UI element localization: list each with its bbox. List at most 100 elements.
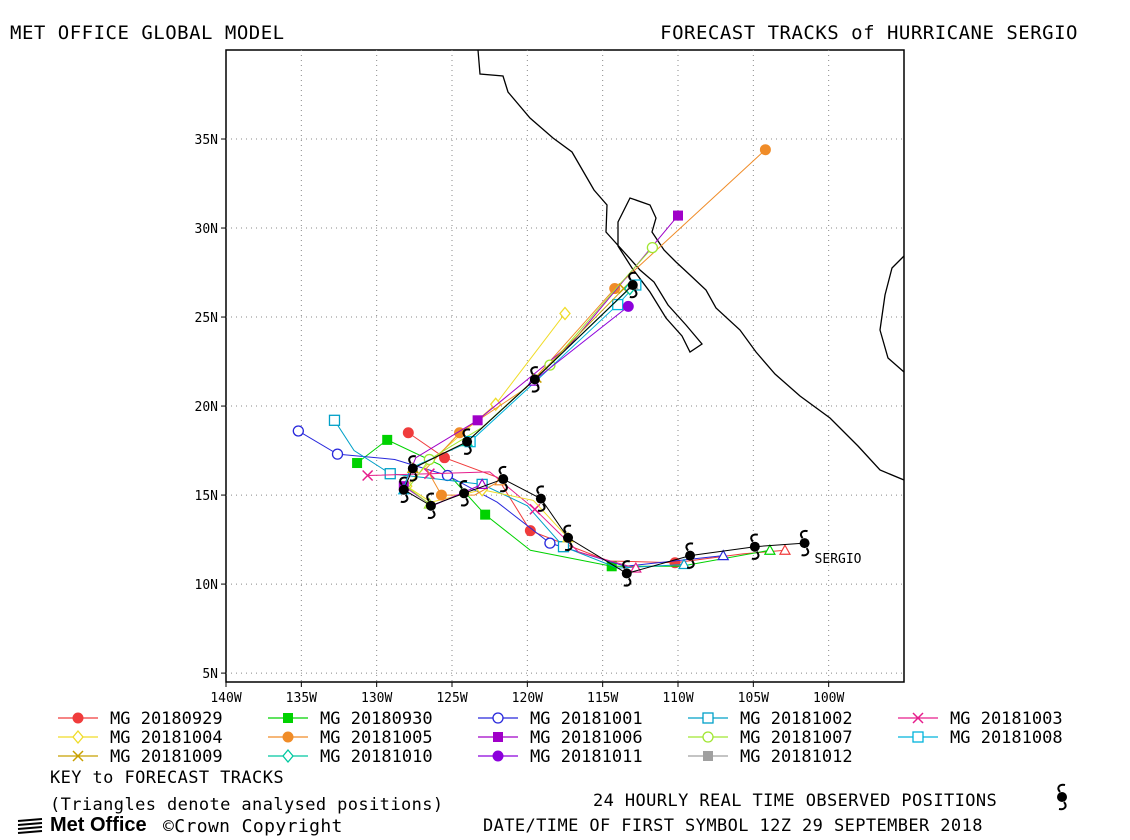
storm-label: SERGIO <box>815 552 862 567</box>
analysed-position-marker <box>717 549 730 561</box>
x-tick-label: 135W <box>286 691 317 706</box>
legend-marker <box>493 732 503 742</box>
hurricane-symbol-arm <box>459 480 468 489</box>
forecast-track <box>292 425 730 567</box>
hurricane-symbol-arm <box>564 542 573 551</box>
hurricane-symbol-core <box>398 484 409 495</box>
analysed-position-marker <box>778 544 791 555</box>
legend-entry: MG 20181010 <box>268 747 433 767</box>
hurricane-symbol-core <box>498 474 509 485</box>
observed-position-hurricane-icon <box>563 524 574 551</box>
copyright-text: ©Crown Copyright <box>163 816 343 837</box>
hurricane-symbol-arm <box>537 503 546 512</box>
forecast-point-marker <box>646 241 659 254</box>
hurricane-symbol-arm <box>685 542 694 552</box>
observed-position-hurricane-icon <box>535 485 546 512</box>
observed-position-hurricane-icon <box>425 492 436 519</box>
observed-position-hurricane-icon <box>398 476 409 503</box>
forecast-point-marker <box>292 425 304 437</box>
legend-entry: MG 20180929 <box>58 709 223 729</box>
observed-position-hurricane-icon <box>459 480 470 507</box>
legend-label: MG 20181005 <box>320 728 433 748</box>
hurricane-symbol-arm <box>400 494 409 503</box>
legend-entry: MG 20181003 <box>898 709 1063 729</box>
key-title: KEY to FORECAST TRACKS <box>50 768 284 788</box>
legend-marker <box>492 750 504 762</box>
observed-position-hurricane-icon <box>407 455 418 482</box>
met-office-logo: Met Office <box>16 814 147 837</box>
forecast-point-marker <box>435 489 447 501</box>
forecast-point-marker <box>382 434 393 445</box>
forecast-point-marker <box>524 525 536 537</box>
met-office-logo-icon <box>17 817 43 834</box>
forecast-point-marker <box>441 469 454 482</box>
map-frame <box>225 49 905 683</box>
x-tick-label: 140W <box>210 691 241 706</box>
hurricane-symbol-arm <box>426 492 435 502</box>
legend-marker <box>492 712 504 724</box>
hurricane-symbol-core <box>425 500 436 511</box>
legend-label: MG 20181003 <box>950 709 1063 729</box>
hurricane-symbol-core <box>1057 792 1067 802</box>
forecast-point-marker <box>673 210 683 221</box>
forecast-track-line <box>425 149 766 496</box>
hurricane-symbol-arm <box>462 428 471 438</box>
hurricane-symbol-core <box>407 463 418 474</box>
hurricane-symbol-arm <box>628 271 636 281</box>
legend-label: MG 20181010 <box>320 747 433 767</box>
observed-legend-hurricane-icon <box>1057 783 1067 811</box>
hurricane-symbol-arm <box>623 577 632 587</box>
forecast-point-marker <box>352 458 363 469</box>
legend-entry: MG 20181007 <box>688 728 853 748</box>
legend-marker <box>72 729 84 745</box>
legend-entry: MG 20181011 <box>478 747 643 767</box>
forecast-point-marker <box>480 509 491 520</box>
logo-text: Met Office <box>50 814 147 836</box>
x-tick-label: 110W <box>662 691 693 706</box>
analysed-position-marker <box>678 558 691 570</box>
hurricane-symbol-core <box>529 374 540 385</box>
hurricane-symbol-arm <box>799 529 808 539</box>
legend-entry: MG 20181001 <box>478 709 643 729</box>
forecast-point-marker <box>328 414 341 426</box>
forecast-track-line <box>533 305 629 382</box>
legend-entry: MG 20181005 <box>268 728 433 748</box>
hurricane-symbol-arm <box>460 497 469 507</box>
forecast-point-marker <box>331 448 344 460</box>
legend-marker <box>282 748 294 764</box>
first-symbol-note: DATE/TIME OF FIRST SYMBOL 12Z 29 SEPTEMB… <box>483 816 983 836</box>
legend-label: MG 20181008 <box>950 728 1063 748</box>
y-tick-label: 5N <box>202 667 218 682</box>
hurricane-symbol-arm <box>498 465 507 475</box>
hurricane-symbol-arm <box>563 524 572 534</box>
hurricane-symbol-arm <box>1058 801 1067 811</box>
x-tick-label: 105W <box>738 691 769 706</box>
hurricane-symbol-arm <box>686 559 695 569</box>
legend-label: MG 20181002 <box>740 709 853 729</box>
forecast-point-marker <box>612 298 624 311</box>
x-tick-label: 115W <box>587 691 618 706</box>
forecast-point-marker <box>402 427 414 439</box>
map-title-left: MET OFFICE GLOBAL MODEL <box>10 22 285 44</box>
legend-label: MG 20181012 <box>740 747 853 767</box>
coastline-gulf <box>879 255 905 373</box>
legend-marker <box>283 713 293 723</box>
forecast-track-line <box>356 439 770 567</box>
hurricane-symbol-core <box>627 279 638 290</box>
hurricane-symbol-arm <box>750 533 759 543</box>
hurricane-symbol-arm <box>409 472 418 482</box>
legend-marker <box>702 712 714 724</box>
observed-position-hurricane-icon <box>685 542 696 569</box>
legend-marker <box>72 712 84 724</box>
forecast-point-marker <box>559 306 571 321</box>
hurricane-symbol-arm <box>531 383 540 393</box>
y-tick-label: 25N <box>195 311 218 326</box>
observed-position-hurricane-icon <box>498 465 509 493</box>
hurricane-symbol-core <box>563 532 574 543</box>
hurricane-symbol-core <box>459 488 470 499</box>
hurricane-symbol-arm <box>622 560 630 570</box>
hurricane-symbol-arm <box>536 485 545 495</box>
forecast-point-marker <box>622 300 634 312</box>
observed-note: 24 HOURLY REAL TIME OBSERVED POSITIONS <box>593 791 998 811</box>
